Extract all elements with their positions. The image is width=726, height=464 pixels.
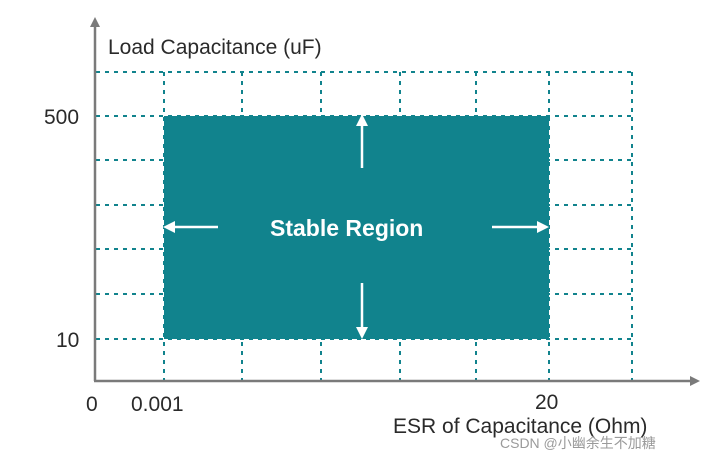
stable-region bbox=[164, 116, 549, 339]
region-label: Stable Region bbox=[270, 215, 424, 241]
y-axis-label: Load Capacitance (uF) bbox=[108, 36, 322, 59]
x-axis-label: ESR of Capacitance (Ohm) bbox=[393, 415, 648, 438]
x-tick-origin: 0 bbox=[86, 393, 98, 416]
y-tick-500: 500 bbox=[44, 106, 80, 129]
x-tick-20: 20 bbox=[535, 391, 559, 414]
watermark: CSDN @小幽余生不加糖 bbox=[500, 435, 656, 451]
y-tick-10: 10 bbox=[56, 329, 80, 352]
x-tick-0001: 0.001 bbox=[131, 393, 184, 416]
